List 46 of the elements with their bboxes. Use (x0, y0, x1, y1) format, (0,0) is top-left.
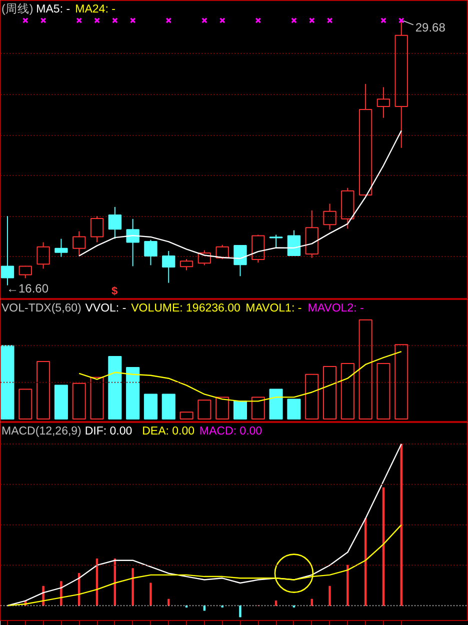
text: DIF: 0.00 (84, 426, 132, 438)
bar (126, 366, 140, 420)
bar (144, 394, 158, 420)
bar (54, 384, 68, 420)
bar (305, 374, 319, 420)
bar (287, 398, 301, 420)
legend-label: MA24: - (75, 4, 116, 16)
bar (269, 388, 283, 420)
bar (162, 394, 176, 420)
candlestick (376, 86, 390, 118)
annotation: ←16.60 (6, 281, 49, 296)
candlestick (162, 250, 176, 284)
candlestick (305, 210, 318, 258)
legend-label: MAVOL2: - (308, 302, 364, 314)
chart-title: MACD(12,26,9) (2, 426, 82, 438)
text: 29.68 (415, 20, 446, 34)
bar (18, 388, 32, 420)
candlestick (126, 218, 140, 267)
bar (251, 396, 265, 420)
bar (72, 382, 86, 420)
bar (322, 366, 337, 420)
candlestick (108, 206, 122, 240)
bar (340, 362, 354, 420)
text: MA5: - (36, 4, 70, 16)
bar (358, 319, 372, 420)
candlestick (394, 19, 408, 148)
candlestick (323, 203, 336, 230)
text: DEA: 0.00 (142, 426, 195, 438)
bar (90, 376, 104, 420)
bar (0, 345, 14, 420)
bar (198, 400, 212, 420)
text: MAVOL1: - (246, 302, 302, 314)
candlestick (0, 216, 14, 286)
bar (233, 400, 247, 420)
bar (394, 344, 408, 420)
legend-label: VOLUME: 196236.00 (131, 302, 240, 314)
chart-title: VOL-TDX(5,60) (2, 302, 82, 314)
legend-label: MACD: 0.00 (199, 426, 262, 438)
bar (36, 360, 50, 420)
bar (108, 356, 122, 420)
legend-label: VVOL: - (85, 302, 126, 314)
bar (376, 362, 390, 420)
bar (180, 412, 194, 420)
annotation: $ (111, 286, 118, 298)
bar (216, 396, 230, 420)
chart-title: (周线) (2, 2, 34, 16)
